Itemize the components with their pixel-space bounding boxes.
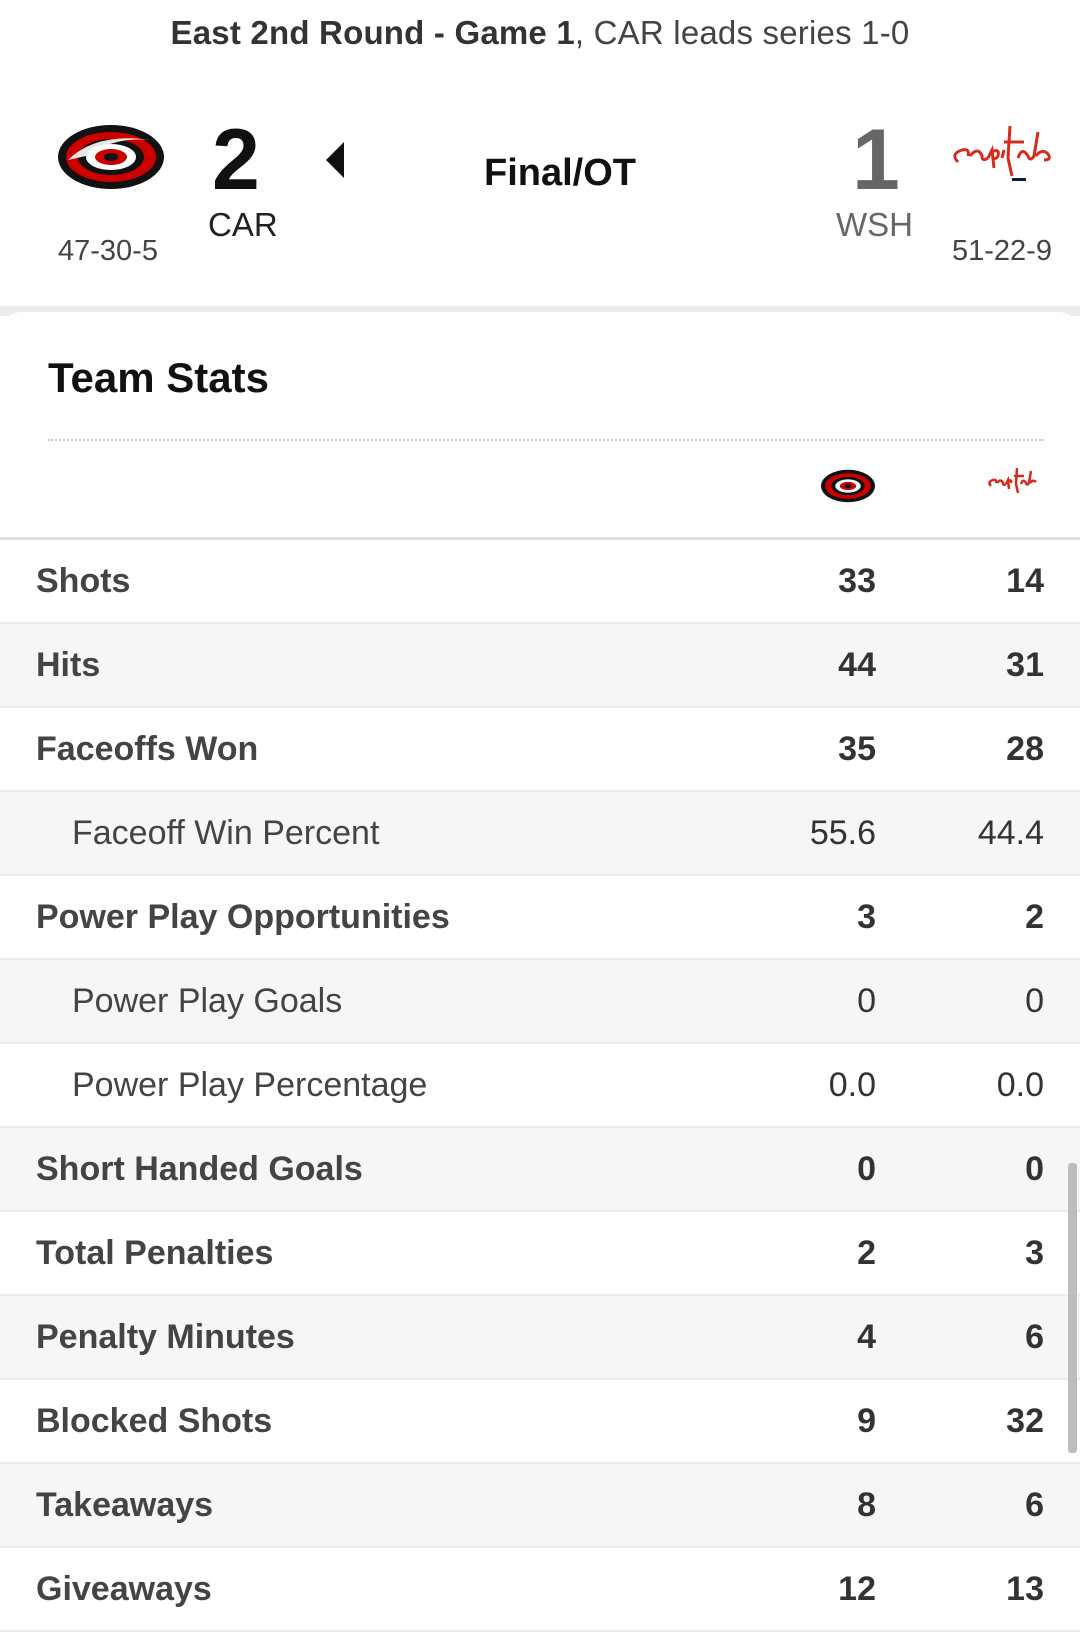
table-header-divider — [0, 537, 1080, 540]
stat-value-car: 33 — [838, 562, 876, 600]
stat-value-wsh: 2 — [1025, 898, 1044, 936]
stat-label: Penalty Minutes — [36, 1318, 295, 1356]
stat-value-car: 0 — [857, 1150, 876, 1188]
card-title: Team Stats — [48, 354, 269, 401]
series-status: CAR leads series 1-0 — [593, 14, 910, 51]
winner-arrow-icon — [326, 142, 344, 178]
stat-row: Power Play Opportunities 3 2 — [0, 876, 1080, 960]
stat-label: Power Play Goals — [72, 982, 343, 1020]
hurricanes-mini-logo-icon — [821, 469, 875, 503]
stat-row: Power Play Goals 0 0 — [0, 960, 1080, 1044]
stat-value-wsh: 32 — [1006, 1402, 1044, 1440]
stats-table: Shots 33 14 Hits 44 31 Faceoffs Won 35 2… — [0, 540, 1080, 1632]
stat-row: Short Handed Goals 0 0 — [0, 1128, 1080, 1212]
stat-row: Shots 33 14 — [0, 540, 1080, 624]
series-info: East 2nd Round - Game 1, CAR leads serie… — [170, 14, 910, 51]
stat-value-wsh: 13 — [1006, 1570, 1044, 1608]
stat-value-wsh: 28 — [1006, 730, 1044, 768]
stat-value-wsh: 0 — [1025, 1150, 1044, 1188]
team-stats-card: Team Stats Shots 33 14 Hits 44 31 Faceof… — [0, 312, 1080, 1642]
stat-row: Power Play Percentage 0.0 0.0 — [0, 1044, 1080, 1128]
capitals-mini-logo-icon — [988, 467, 1037, 494]
stat-label: Takeaways — [36, 1486, 214, 1524]
stat-row: Hits 44 31 — [0, 624, 1080, 708]
stat-row: Faceoffs Won 35 28 — [0, 708, 1080, 792]
stat-label: Blocked Shots — [36, 1402, 273, 1440]
scoreboard-header: East 2nd Round - Game 1, CAR leads serie… — [0, 0, 1080, 306]
stat-value-wsh: 3 — [1025, 1234, 1044, 1272]
stat-row: Penalty Minutes 4 6 — [0, 1296, 1080, 1380]
stat-label: Short Handed Goals — [36, 1150, 363, 1188]
stat-label: Power Play Opportunities — [36, 898, 450, 936]
stat-value-car: 3 — [857, 898, 876, 936]
stat-value-wsh: 0.0 — [996, 1066, 1044, 1104]
stat-row: Blocked Shots 9 32 — [0, 1380, 1080, 1464]
stat-label: Faceoff Win Percent — [72, 814, 380, 852]
stat-value-wsh: 0 — [1025, 982, 1044, 1020]
stat-label: Hits — [36, 646, 101, 684]
stat-value-wsh: 31 — [1006, 646, 1044, 684]
stat-row: Giveaways 12 13 — [0, 1548, 1080, 1632]
stat-value-wsh: 6 — [1025, 1318, 1044, 1356]
stat-value-car: 4 — [857, 1318, 876, 1356]
stat-value-wsh: 44.4 — [977, 814, 1044, 852]
scrollbar[interactable] — [1068, 1163, 1077, 1453]
game-status: Final/OT — [484, 152, 636, 194]
stat-row: Takeaways 8 6 — [0, 1464, 1080, 1548]
stat-value-car: 35 — [838, 730, 876, 768]
hurricanes-logo-icon[interactable] — [56, 122, 166, 192]
dotted-divider — [48, 439, 1044, 441]
stat-row: Total Penalties 2 3 — [0, 1212, 1080, 1296]
series-round: East 2nd Round - Game 1 — [170, 14, 575, 51]
stat-label: Giveaways — [36, 1570, 212, 1608]
stat-value-wsh: 14 — [1006, 562, 1044, 600]
home-score: 2 — [212, 112, 260, 208]
stat-label: Power Play Percentage — [72, 1066, 428, 1104]
home-record: 47-30-5 — [58, 235, 158, 267]
stat-value-wsh: 6 — [1025, 1486, 1044, 1524]
stat-label: Shots — [36, 562, 131, 600]
stat-value-car: 9 — [857, 1402, 876, 1440]
away-abbr[interactable]: WSH — [836, 206, 913, 243]
home-abbr[interactable]: CAR — [208, 206, 278, 243]
capitals-logo-icon[interactable] — [948, 118, 1060, 194]
stat-value-car: 55.6 — [809, 814, 876, 852]
stat-value-car: 44 — [838, 646, 876, 684]
stat-row: Faceoff Win Percent 55.6 44.4 — [0, 792, 1080, 876]
stat-label: Total Penalties — [36, 1234, 274, 1272]
section-divider — [0, 306, 1080, 316]
stat-value-car: 0.0 — [828, 1066, 876, 1104]
stat-value-car: 0 — [857, 982, 876, 1020]
stat-value-car: 12 — [838, 1570, 876, 1608]
away-record: 51-22-9 — [952, 235, 1052, 267]
stat-value-car: 8 — [857, 1486, 876, 1524]
stat-value-car: 2 — [857, 1234, 876, 1272]
away-score: 1 — [852, 112, 900, 208]
stat-label: Faceoffs Won — [36, 730, 259, 768]
